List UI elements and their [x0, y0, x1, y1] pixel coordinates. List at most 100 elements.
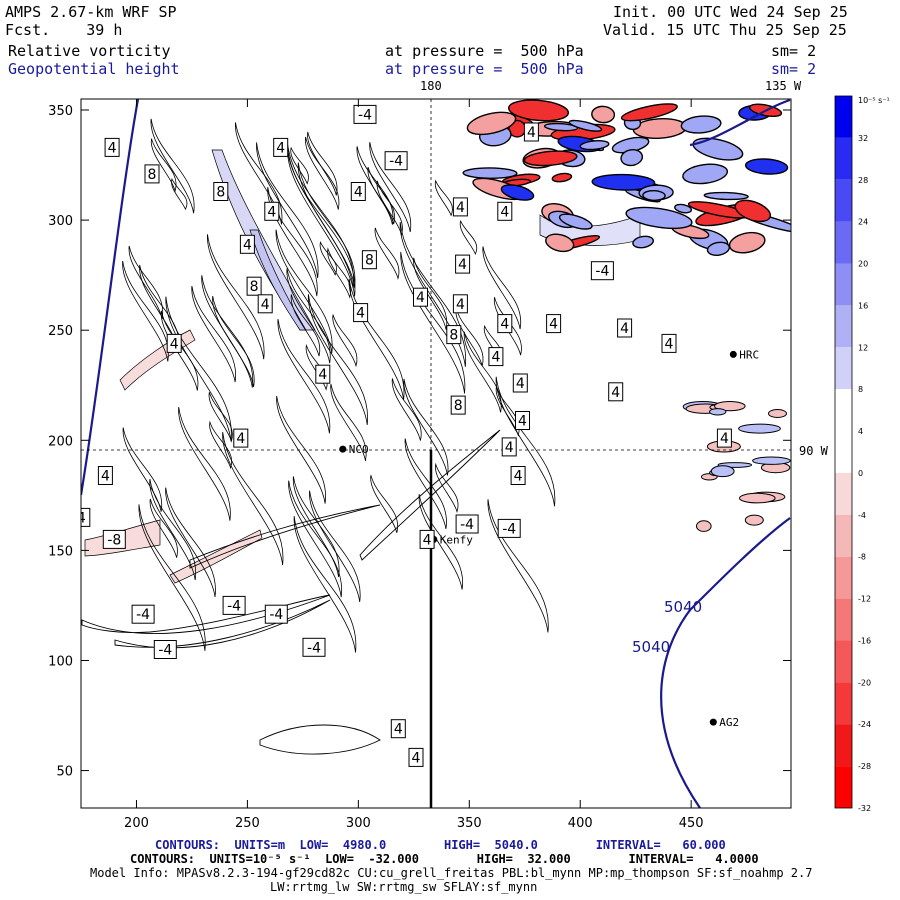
- vorticity-contour-streak: [356, 146, 394, 225]
- contour-label-box: [390, 719, 406, 739]
- contour-label: 8: [144, 164, 160, 184]
- vorticity-contour-streak: [122, 261, 169, 362]
- contour-label-box: [257, 294, 273, 314]
- vorticity-contour-streak: [235, 122, 283, 225]
- colorbar-tick-label: -20: [858, 678, 871, 687]
- contour-label-box: [233, 428, 249, 448]
- station-marker: [709, 718, 717, 726]
- contour-label-box: [222, 595, 246, 615]
- contour-label-text: 4: [516, 376, 525, 392]
- vorticity-contour-streak: [370, 475, 399, 533]
- vorticity-cell: [714, 401, 746, 412]
- contour-label-text: 4: [500, 317, 509, 333]
- vorticity-contour-streak: [191, 286, 237, 383]
- colorbar-tick-label: 20: [858, 260, 868, 269]
- contour-label-box: [590, 261, 614, 281]
- contour-label-text: -4: [72, 510, 86, 526]
- contour-label: -4: [384, 151, 408, 171]
- contour-label-text: -8: [107, 532, 121, 548]
- contour-label-box: [273, 137, 289, 157]
- vorticity-cell: [706, 241, 730, 256]
- contour-label-text: -4: [307, 640, 321, 656]
- lon-label-right: 135 W: [765, 79, 802, 93]
- colorbar-tick-label: 4: [858, 427, 863, 436]
- contour-label-text: -4: [502, 521, 516, 537]
- vorticity-cluster: [462, 99, 791, 532]
- valid-time: Valid. 15 UTC Thu 25 Sep 25: [603, 21, 847, 39]
- contour-label: -4: [264, 604, 288, 624]
- contour-label-text: 4: [456, 200, 465, 216]
- contour-label-text: 4: [720, 431, 729, 447]
- vorticity-contour-streak: [309, 490, 361, 603]
- footer-model-info: Model Info: MPASv8.2.3-194-gf29cd82c CU:…: [90, 866, 813, 880]
- vorticity-contour-streak: [292, 476, 340, 577]
- colorbar-segment: [835, 263, 852, 306]
- contour-label: 4: [716, 428, 732, 448]
- contour-label-text: 4: [611, 385, 620, 401]
- vorticity-cell: [739, 492, 776, 504]
- station-label: NCO: [349, 443, 369, 456]
- vorticity-contour-streak: [151, 138, 177, 193]
- footer-vorticity-contours: CONTOURS: UNITS=10⁻⁵ s⁻¹ LOW= -32.000 HI…: [130, 852, 759, 866]
- contour-label: 4: [452, 197, 468, 217]
- colorbar-tick-label: 28: [858, 176, 868, 185]
- contour-label: 4: [661, 333, 677, 353]
- vorticity-contour-streak: [149, 498, 178, 558]
- contour-label-box: [455, 514, 479, 534]
- contour-label-text: 4: [527, 125, 536, 141]
- contour-label-box: [81, 507, 91, 527]
- vorticity-contour-streak: [305, 136, 340, 210]
- contour-label-text: 4: [458, 257, 467, 273]
- vorticity-cell: [462, 167, 518, 180]
- x-tick-label: 250: [235, 816, 260, 831]
- vorticity-contour-streak: [149, 479, 197, 580]
- contour-label-text: 4: [423, 532, 432, 548]
- contour-label: -4: [153, 640, 177, 659]
- vorticity-cell: [680, 115, 722, 134]
- vorticity-contour-streak: [376, 180, 403, 237]
- contour-label: 4: [546, 314, 562, 334]
- colorbar-segment: [835, 766, 852, 808]
- contour-label: 4: [315, 364, 331, 384]
- contour-label-box: [515, 411, 530, 430]
- forecast-hour: Fcst. 39 h: [5, 21, 123, 39]
- colorbar-tick-label: 12: [858, 343, 868, 352]
- contour-label: 4: [617, 318, 633, 338]
- contour-label-text: -4: [595, 264, 609, 280]
- contour-label-text: 8: [250, 279, 259, 295]
- contour-label-box: [102, 529, 126, 549]
- height-contour-label: 5040: [664, 598, 702, 616]
- contour-label-text: 4: [416, 290, 425, 306]
- vorticity-contour-streak: [275, 229, 333, 354]
- y-tick-label: 150: [48, 544, 73, 559]
- y-tick-label: 100: [48, 654, 73, 669]
- vorticity-cell: [709, 408, 727, 416]
- contour-label-box: [413, 287, 428, 307]
- colorbar-segment: [835, 431, 852, 473]
- colorbar-segment: [835, 179, 852, 222]
- vorticity-cell: [744, 158, 789, 175]
- colorbar-segment: [835, 221, 852, 264]
- contour-label-text: 4: [505, 440, 514, 456]
- colorbar-tick-label: 32: [858, 134, 868, 143]
- contour-label-box: [246, 276, 262, 296]
- vorticity-contour-streak: [286, 268, 331, 364]
- contour-label-box: [497, 314, 513, 334]
- contour-label-text: 4: [500, 204, 509, 220]
- vorticity-contour-streak: [122, 427, 163, 512]
- y-tick-label: 50: [56, 765, 73, 780]
- colorbar-segment: [835, 96, 852, 138]
- y-tick-label: 350: [48, 104, 73, 119]
- vorticity-contour-streak: [307, 294, 368, 425]
- x-tick-label: 200: [124, 816, 149, 831]
- colorbar-tick-label: -4: [858, 511, 866, 520]
- contour-label-box: [239, 234, 255, 254]
- contour-label-box: [617, 318, 633, 338]
- contour-label-box: [419, 529, 435, 549]
- contour-label-text: 4: [101, 469, 110, 485]
- contour-label: -4: [353, 104, 377, 124]
- vorticity-contour-south-4: [359, 429, 501, 561]
- contour-label-text: -4: [136, 607, 150, 623]
- contour-label-box: [497, 201, 513, 221]
- contour-label-text: 4: [456, 297, 465, 313]
